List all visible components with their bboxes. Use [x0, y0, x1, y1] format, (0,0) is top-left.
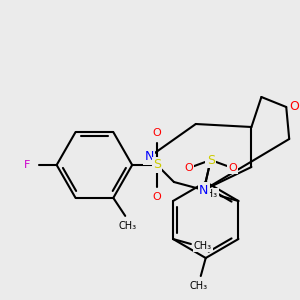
Text: S: S: [207, 154, 215, 166]
Text: N: N: [144, 151, 154, 164]
Text: F: F: [24, 160, 30, 170]
Text: CH₃: CH₃: [200, 189, 218, 199]
Text: O: O: [153, 128, 161, 138]
Text: O: O: [184, 163, 193, 173]
Text: O: O: [228, 163, 237, 173]
Text: O: O: [289, 100, 299, 113]
Text: CH₃: CH₃: [194, 241, 212, 251]
Text: N: N: [199, 184, 208, 196]
Text: O: O: [153, 192, 161, 202]
Text: S: S: [153, 158, 161, 172]
Text: CH₃: CH₃: [118, 221, 136, 231]
Text: CH₃: CH₃: [190, 281, 208, 291]
